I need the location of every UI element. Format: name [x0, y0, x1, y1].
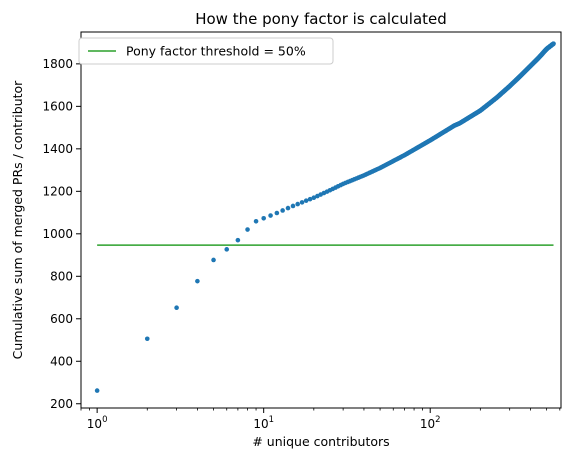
- data-point: [144, 336, 150, 342]
- data-point: [245, 227, 250, 232]
- plot-area: [94, 41, 556, 393]
- data-point: [268, 213, 273, 218]
- y-tick-label: 200: [50, 397, 73, 411]
- data-point: [174, 305, 179, 311]
- x-tick-label: 101: [253, 415, 274, 431]
- data-point: [295, 201, 300, 207]
- y-tick-label: 1800: [42, 57, 73, 71]
- y-axis: 200 400 600 800 1000 1200 1400 1600 1800: [42, 57, 81, 411]
- data-point: [261, 216, 266, 221]
- x-tick-label: 102: [420, 415, 441, 431]
- y-tick-label: 1000: [42, 227, 73, 241]
- y-tick-label: 800: [50, 269, 73, 283]
- y-tick-label: 1600: [42, 100, 73, 114]
- data-point: [290, 203, 296, 209]
- data-point: [235, 237, 241, 243]
- legend-box: [78, 37, 334, 65]
- legend-label: Pony factor threshold = 50%: [126, 44, 306, 59]
- data-point: [299, 200, 305, 205]
- legend: Pony factor threshold = 50%: [78, 37, 334, 65]
- chart-title: How the pony factor is calculated: [195, 10, 447, 28]
- y-tick-label: 1200: [42, 185, 73, 199]
- x-axis: 100 101 102: [80, 408, 561, 431]
- data-point: [253, 218, 259, 224]
- data-point: [285, 205, 291, 211]
- x-axis-label: # unique contributors: [252, 434, 389, 449]
- axes-frame: [80, 31, 562, 409]
- data-point: [311, 195, 317, 200]
- data-point: [211, 257, 216, 263]
- y-axis-label: Cumulative sum of merged PRs / contribut…: [10, 80, 25, 359]
- data-point: [280, 208, 285, 213]
- y-tick-label: 400: [50, 354, 73, 368]
- x-tick-label: 100: [87, 415, 108, 431]
- data-point: [274, 210, 280, 216]
- data-point: [224, 247, 230, 252]
- data-point: [307, 196, 313, 202]
- y-tick-label: 600: [50, 312, 73, 326]
- data-point: [551, 41, 556, 46]
- data-point: [94, 388, 100, 393]
- data-point: [195, 278, 200, 284]
- y-tick-label: 1400: [42, 142, 73, 156]
- data-point: [303, 198, 309, 203]
